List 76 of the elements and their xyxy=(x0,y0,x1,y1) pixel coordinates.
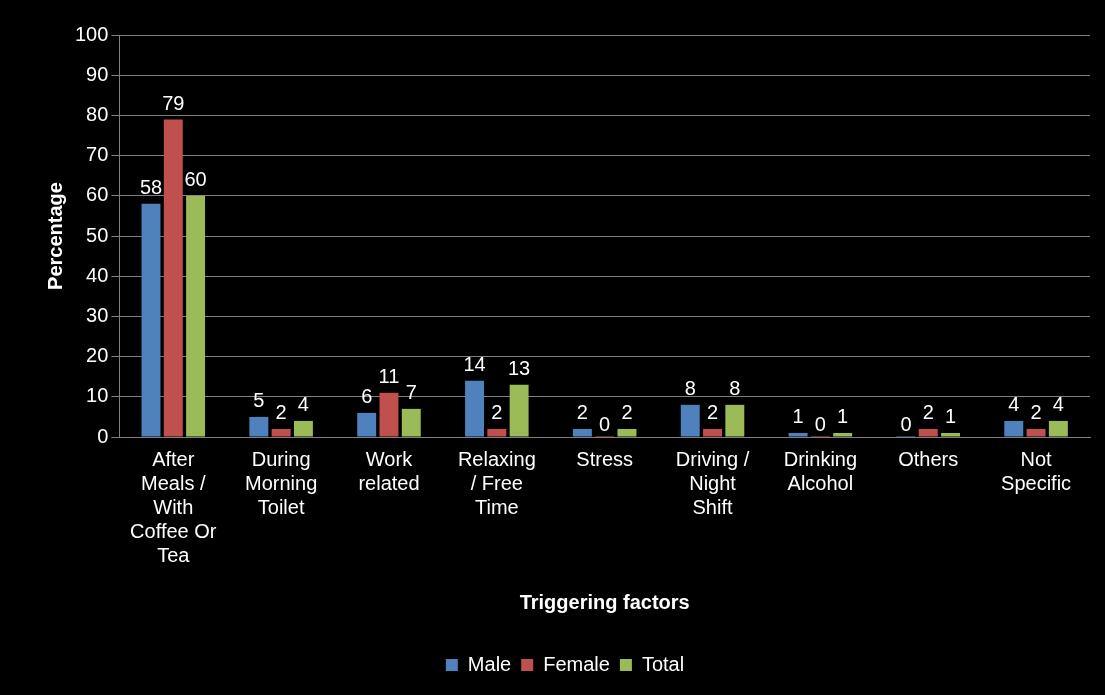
data-label: 2 xyxy=(491,401,503,424)
y-tick-label: 10 xyxy=(86,384,109,407)
data-label: 2 xyxy=(706,401,719,424)
data-label: 11 xyxy=(378,365,400,388)
data-label: 5 xyxy=(253,389,265,412)
x-axis-title: Triggering factors xyxy=(519,590,690,613)
y-tick-label: 60 xyxy=(86,183,109,206)
x-tick-label: During Morning Toilet xyxy=(245,447,318,518)
bar xyxy=(1026,428,1046,437)
bar xyxy=(1004,420,1024,437)
data-label: 2 xyxy=(922,401,934,424)
x-tick-label: Relaxing / Free Time xyxy=(457,447,536,518)
data-label: 7 xyxy=(405,381,417,404)
data-label: 6 xyxy=(361,385,373,408)
x-tick-label: Others xyxy=(898,447,959,470)
bar xyxy=(725,404,745,437)
bar xyxy=(271,428,291,437)
legend-label: Total xyxy=(641,652,685,675)
data-label: 2 xyxy=(621,401,633,424)
data-label: 79 xyxy=(162,91,185,114)
bar xyxy=(357,412,377,437)
bar xyxy=(918,428,938,437)
bar xyxy=(379,392,399,437)
y-tick-label: 40 xyxy=(86,263,109,286)
data-label: 2 xyxy=(576,401,588,424)
data-label: 60 xyxy=(184,168,207,191)
bar xyxy=(465,380,485,437)
y-tick-label: 30 xyxy=(86,303,109,326)
data-label: 4 xyxy=(1052,393,1064,416)
y-tick-label: 70 xyxy=(86,143,109,166)
bar xyxy=(941,432,960,437)
data-label: 4 xyxy=(1008,393,1020,416)
bar xyxy=(163,119,183,437)
data-label: 2 xyxy=(1030,401,1042,424)
data-label: 58 xyxy=(139,176,163,199)
bar xyxy=(186,195,206,437)
data-label: 0 xyxy=(814,412,826,435)
x-tick-label: Drinking Alcohol xyxy=(783,447,858,494)
data-label: 8 xyxy=(684,377,696,400)
data-label: 4 xyxy=(297,393,309,416)
y-axis-title: Percentage xyxy=(43,182,66,290)
data-label: 0 xyxy=(599,412,611,435)
bar xyxy=(680,404,700,437)
bar xyxy=(617,428,637,437)
y-tick-label: 90 xyxy=(86,62,109,85)
x-tick-label: Work related xyxy=(358,447,420,494)
data-label: 1 xyxy=(837,405,849,428)
y-tick-label: 80 xyxy=(86,102,109,125)
legend-label: Female xyxy=(543,652,610,675)
bar xyxy=(1048,420,1068,437)
y-tick-label: 20 xyxy=(86,344,109,367)
legend-label: Male xyxy=(467,652,512,675)
bar xyxy=(401,408,421,437)
data-label: 14 xyxy=(463,353,486,376)
y-tick-label: 0 xyxy=(97,424,109,447)
data-label: 1 xyxy=(944,405,957,428)
x-tick-label: Stress xyxy=(576,447,634,470)
bar xyxy=(487,428,507,437)
data-label: 0 xyxy=(900,412,912,435)
data-label: 13 xyxy=(508,357,531,380)
bar xyxy=(703,428,723,437)
bar xyxy=(833,432,853,437)
bar xyxy=(293,420,313,437)
bar xyxy=(572,428,592,437)
bar xyxy=(788,432,808,437)
y-tick-label: 100 xyxy=(74,22,109,45)
bar xyxy=(509,384,529,437)
bar xyxy=(249,416,269,437)
data-label: 1 xyxy=(792,405,804,428)
x-tick-label: After Meals / With Coffee Or Tea xyxy=(130,447,217,566)
data-label: 8 xyxy=(729,377,741,400)
bar xyxy=(141,203,161,437)
y-tick-label: 50 xyxy=(86,223,109,246)
x-tick-label: Driving / Night Shift xyxy=(675,447,750,518)
data-label: 2 xyxy=(275,401,287,424)
x-tick-label: Not Specific xyxy=(1001,447,1072,494)
